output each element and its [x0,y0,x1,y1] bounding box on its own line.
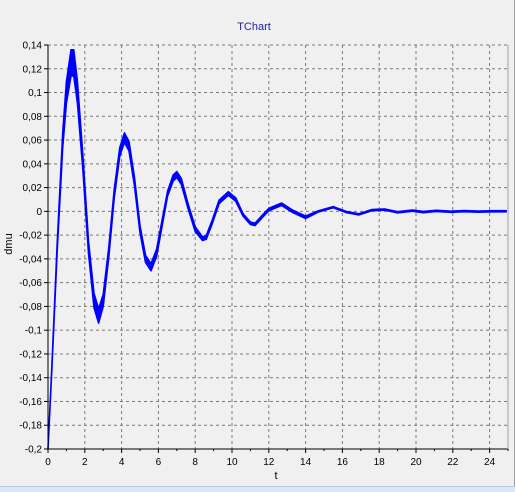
y-tick-label-12: -0,1 [25,326,43,337]
x-tick-label-12: 24 [484,457,496,468]
series-0-point-36 [242,214,244,216]
plot-area [48,45,508,449]
series-0-point-11 [98,315,100,317]
series-0-point-52 [422,211,424,213]
x-tick-label-9: 18 [374,457,386,468]
y-tick-label-1: 0,12 [23,64,43,75]
series-0-point-32 [211,222,213,224]
y-tick-label-4: 0,06 [23,136,43,147]
x-tick-label-0: 0 [45,457,51,468]
y-tick-label-0: 0,14 [23,41,43,52]
x-axis-label: t [274,470,277,482]
x-tick-label-8: 16 [337,457,349,468]
series-0-point-9 [87,246,90,248]
series-0-point-4 [65,91,67,94]
x-tick-label-7: 14 [300,457,312,468]
series-0-point-10 [93,299,95,302]
series-0-point-8 [82,163,84,165]
y-tick-label-2: 0,1 [28,88,42,99]
series-0-point-13 [108,252,110,254]
chart-title: TChart [237,21,271,33]
series-0-point-19 [139,228,141,230]
series-0-point-33 [218,201,220,203]
series-0-point-41 [281,203,283,205]
series-0-point-14 [113,192,115,195]
y-tick-label-16: -0,18 [19,421,42,432]
series-0-point-5 [70,62,72,64]
series-0-point-45 [332,206,334,208]
y-axis-label: dmu [3,233,15,254]
x-tick-label-10: 20 [410,457,422,468]
series-0-point-20 [144,258,147,260]
y-tick-label-7: 0 [36,207,42,218]
series-0-point-42 [292,210,294,212]
y-tick-label-14: -0,14 [19,373,42,384]
series-0-point-18 [133,181,136,183]
series-0-point-23 [161,222,163,224]
x-tick-label-5: 10 [226,457,238,468]
series-0-point-39 [260,216,263,218]
series-0-point-46 [345,211,347,213]
series-0-point-54 [450,211,452,213]
x-tick-label-4: 8 [192,457,198,468]
series-0-point-2 [56,246,58,248]
series-0-point-55 [463,210,465,212]
x-tick-label-3: 6 [156,457,162,468]
series-0-point-58 [505,210,507,212]
series-0-point-25 [172,177,174,179]
y-tick-label-3: 0,08 [23,112,43,123]
series-0-point-47 [358,213,360,215]
series-0-point-29 [194,228,196,230]
series-0-point-37 [249,222,251,224]
y-tick-label-9: -0,04 [19,254,42,265]
series-0-point-56 [477,210,480,213]
series-0-point-12 [102,299,104,302]
series-0-point-38 [254,223,256,226]
series-0-point-28 [187,204,189,207]
grid-lines [47,44,508,450]
series-0-point-24 [167,192,169,195]
x-tick-label-6: 12 [263,457,275,468]
series-0-point-50 [397,211,399,213]
series-0-point-34 [227,192,229,195]
series-0-point-40 [268,208,270,211]
x-tick-label-2: 4 [119,457,125,468]
series-0-point-57 [492,210,494,212]
series-0-point-27 [180,181,182,183]
series-0-point-43 [305,216,307,218]
series-0-point-53 [435,210,437,212]
series-0-point-7 [76,91,79,94]
y-tick-label-8: -0,02 [19,231,42,242]
series-0-point-1 [51,371,53,373]
series-0-point-21 [150,266,152,268]
y-tick-label-17: -0,2 [25,445,43,456]
series-0-point-26 [176,173,178,176]
series-0-point-16 [123,137,125,139]
window-bottom-strip [0,486,515,492]
y-tick-label-13: -0,12 [19,349,42,360]
y-tick-label-5: 0,04 [23,159,43,170]
series-0-point-44 [317,210,320,212]
series-0-point-51 [411,210,413,212]
series-0-point-30 [201,238,204,240]
series-0-point-35 [235,198,237,201]
series-0-point-31 [205,236,207,239]
series-0-point-49 [384,208,386,211]
series-0-point-17 [128,145,130,147]
series-0-point-48 [371,209,373,211]
y-tick-label-6: 0,02 [23,183,43,194]
x-tick-label-11: 22 [447,457,459,468]
series-0-point-3 [62,139,64,141]
series-0-point-22 [155,252,158,254]
y-tick-label-10: -0,06 [19,278,42,289]
y-tick-label-15: -0,16 [19,397,42,408]
series-0-point-15 [119,151,121,153]
x-tick-label-1: 2 [82,457,88,468]
series-0-point-6 [73,62,75,64]
y-tick-label-11: -0,08 [19,302,42,313]
